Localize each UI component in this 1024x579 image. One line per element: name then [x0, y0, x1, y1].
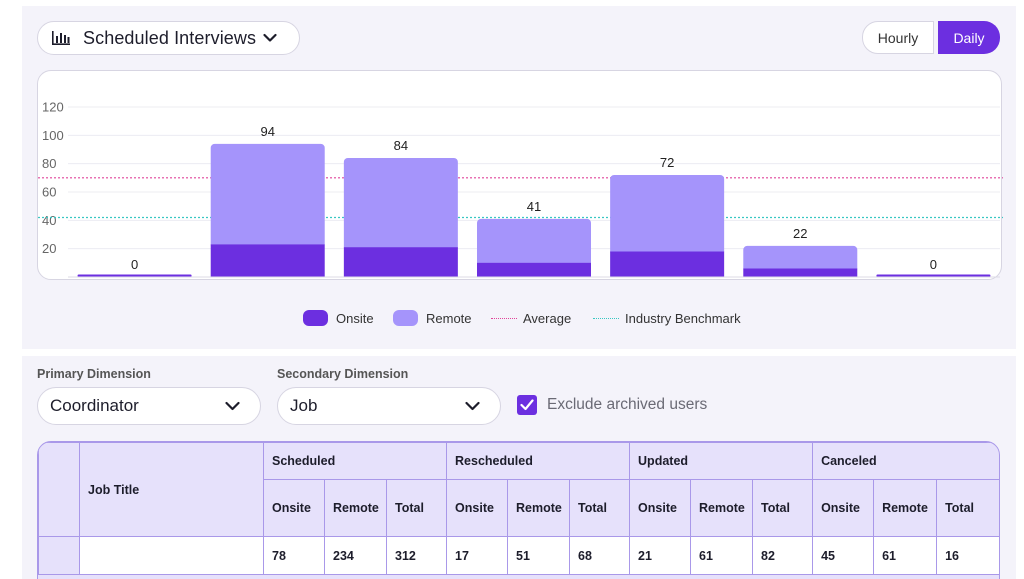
bar-onsite [77, 274, 192, 277]
bar-onsite [343, 247, 458, 277]
checkmark-icon [520, 399, 534, 411]
table-cell: 61 [873, 536, 938, 575]
table-cell: 51 [507, 536, 571, 575]
daily-toggle-button[interactable]: Daily [938, 21, 1000, 54]
y-tick-label: 20 [42, 241, 56, 256]
bar-onsite [876, 274, 991, 277]
metric-selector-label: Scheduled Interviews [83, 27, 257, 48]
y-tick-label: 60 [42, 185, 56, 200]
legend-item-benchmark[interactable]: Industry Benchmark [593, 308, 741, 328]
column-header-rescheduled-onsite[interactable]: Onsite [446, 479, 509, 537]
chevron-down-icon [225, 401, 240, 411]
y-tick-label: 80 [42, 156, 56, 171]
legend-line-average [491, 317, 517, 319]
bar-onsite [477, 262, 591, 277]
secondary-dimension-label: Secondary Dimension [277, 367, 409, 381]
bar-remote [743, 245, 858, 273]
bar-onsite [210, 244, 325, 277]
y-tick-label: 120 [42, 100, 64, 115]
column-header-canceled-onsite[interactable]: Onsite [812, 479, 875, 537]
legend-label-benchmark: Industry Benchmark [625, 310, 741, 326]
legend-line-benchmark [593, 317, 619, 319]
legend-item-onsite[interactable]: Onsite [303, 308, 374, 328]
chevron-down-icon [263, 33, 277, 42]
table-cell: 312 [385, 536, 448, 575]
column-header-scheduled-onsite[interactable]: Onsite [263, 479, 325, 537]
legend-label-average: Average [523, 310, 572, 326]
bar-value-label: 41 [527, 199, 541, 214]
bar-value-label: 0 [131, 257, 138, 272]
table-cell: 82 [752, 536, 814, 575]
column-header-updated-total[interactable]: Total [752, 479, 814, 537]
column-header-rescheduled-total[interactable]: Total [569, 479, 631, 537]
legend-item-remote[interactable]: Remote [393, 308, 472, 328]
secondary-dimension-select[interactable]: Job [277, 387, 501, 425]
chart-legend: Onsite Remote Average Industry Benchmark [22, 308, 1016, 328]
table-cell: 16 [936, 536, 999, 575]
bar-value-label: 94 [260, 124, 274, 139]
primary-dimension-label: Primary Dimension [37, 367, 151, 381]
hourly-toggle-button[interactable]: Hourly [862, 21, 934, 54]
column-header-updated-onsite[interactable]: Onsite [629, 479, 692, 537]
row-label-cell [79, 536, 264, 575]
row-index-cell [38, 536, 80, 575]
bar-chart-icon [52, 31, 70, 45]
chevron-down-icon [465, 401, 480, 411]
group-header-canceled: Canceled [812, 442, 999, 480]
table-cell: 21 [629, 536, 692, 575]
group-header-updated: Updated [629, 442, 814, 480]
report-table: Job Title Scheduled Rescheduled Updated … [37, 441, 1000, 579]
column-header-rescheduled-remote[interactable]: Remote [507, 479, 571, 537]
exclude-archived-label: Exclude archived users [547, 396, 708, 413]
primary-dimension-select[interactable]: Coordinator [37, 387, 261, 425]
secondary-dimension-value: Job [290, 396, 318, 415]
primary-dimension-value: Coordinator [50, 396, 139, 415]
y-tick-label: 40 [42, 213, 56, 228]
column-header-updated-remote[interactable]: Remote [690, 479, 754, 537]
bar-onsite [743, 268, 858, 277]
group-header-scheduled: Scheduled [262, 442, 448, 480]
column-header-scheduled-total[interactable]: Total [385, 479, 448, 537]
bar-value-label: 72 [660, 155, 674, 170]
report-panel: Primary Dimension Coordinator Secondary … [22, 356, 1016, 579]
legend-label-onsite: Onsite [336, 310, 374, 326]
legend-item-average[interactable]: Average [491, 308, 571, 328]
metric-selector[interactable]: Scheduled Interviews [37, 21, 300, 55]
table-cell: 78 [263, 536, 325, 575]
y-tick-label: 100 [42, 128, 64, 143]
group-header-rescheduled: Rescheduled [446, 442, 631, 480]
bar-onsite [610, 251, 725, 277]
column-header-canceled-remote[interactable]: Remote [873, 479, 938, 537]
bar-remote [343, 158, 458, 252]
column-header-scheduled-remote[interactable]: Remote [324, 479, 387, 537]
table-cell: 234 [324, 536, 387, 575]
chart-card: 20406080100120004/01/239404/02/238404/03… [37, 70, 1003, 280]
bar-chart: 20406080100120004/01/239404/02/238404/03… [38, 100, 1003, 278]
bar-remote [210, 143, 325, 249]
table-cell: 17 [446, 536, 509, 575]
table-cell: 45 [812, 536, 875, 575]
column-header-canceled-total[interactable]: Total [936, 479, 999, 537]
column-header-job-title[interactable]: Job Title [79, 442, 264, 537]
bar-value-label: 22 [793, 226, 807, 241]
bar-value-label: 84 [394, 138, 408, 153]
bar-remote [477, 218, 591, 267]
table-row: 78 234 312 17 51 68 21 61 82 45 61 16 [38, 536, 999, 575]
exclude-archived-checkbox[interactable] [517, 395, 537, 415]
table-corner-cell [38, 442, 80, 537]
legend-label-remote: Remote [426, 310, 472, 326]
legend-swatch-remote [393, 310, 418, 326]
chart-panel: Scheduled Interviews Hourly Daily 20 40 60… [22, 6, 1016, 349]
bar-value-label: 0 [930, 257, 937, 272]
legend-swatch-onsite [303, 310, 328, 326]
table-cell: 61 [690, 536, 754, 575]
table-cell: 68 [569, 536, 631, 575]
bar-remote [610, 175, 725, 256]
